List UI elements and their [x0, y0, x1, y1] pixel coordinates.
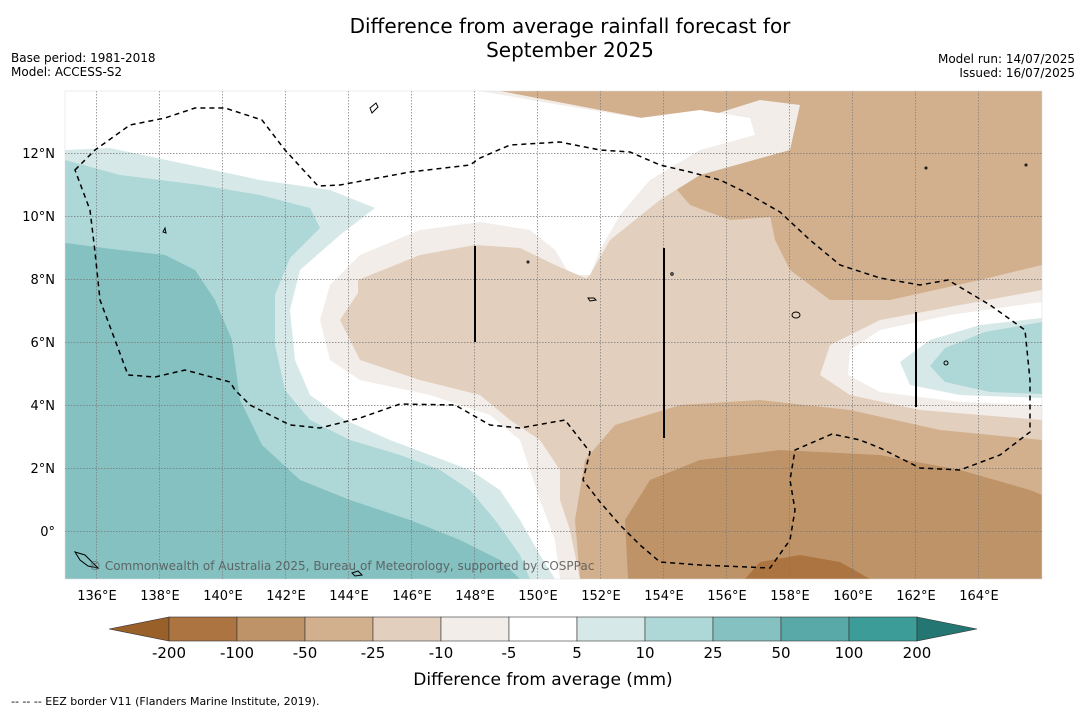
- lon-label-154e: 154°E: [644, 589, 684, 604]
- issued-date: Issued: 16/07/2025: [959, 66, 1075, 80]
- colorbar-tick-8: 25: [703, 644, 722, 662]
- lon-label-162e: 162°E: [896, 589, 936, 604]
- colorbar-swatch-2: [304, 616, 374, 642]
- colorbar-swatch-1: [236, 616, 306, 642]
- colorbar-swatch-6: [576, 616, 646, 642]
- small-islands: [73, 102, 1028, 577]
- colorbar-swatch-5: [508, 616, 578, 642]
- lat-gridlines: [65, 153, 1042, 532]
- model-run: Model run: 14/07/2025: [937, 52, 1075, 66]
- colorbar-tick-10: 100: [835, 644, 864, 662]
- band-minus-200-south: [745, 555, 870, 579]
- lon-label-146e: 146°E: [392, 589, 432, 604]
- title-line-2: September 2025: [486, 38, 654, 62]
- lon-label-144e: 144°E: [329, 589, 369, 604]
- colorbar-swatch-4: [440, 616, 510, 642]
- lon-label-158e: 158°E: [770, 589, 810, 604]
- lat-label-12n: 12°N: [22, 147, 55, 162]
- colorbar-tick-11: 200: [903, 644, 932, 662]
- colorbar-tick-9: 50: [771, 644, 790, 662]
- colorbar-tick-0: -200: [152, 644, 186, 662]
- colorbar-tick-1: -100: [220, 644, 254, 662]
- band-minus-100-south: [625, 450, 1042, 579]
- lon-label-136e: 136°E: [77, 589, 117, 604]
- model-name: Model: ACCESS-S2: [11, 65, 123, 79]
- meta-left: Base period: 1981-2018 Model: ACCESS-S2: [11, 51, 156, 79]
- colorbar-tick-5: -5: [502, 644, 517, 662]
- lon-label-142e: 142°E: [266, 589, 306, 604]
- eez-border: [74, 107, 1031, 569]
- map-title: Difference from average rainfall forecas…: [270, 14, 870, 62]
- band-10-to-25-east: [930, 322, 1042, 394]
- colorbar-swatch-3: [372, 616, 442, 642]
- lon-label-156e: 156°E: [707, 589, 747, 604]
- lat-label-0: 0°: [40, 525, 55, 540]
- lat-label-4n: 4°N: [31, 399, 56, 414]
- band-minus-50-northeast: [770, 91, 1042, 300]
- lat-label-6n: 6°N: [31, 336, 56, 351]
- colorbar-swatch-7: [644, 616, 714, 642]
- colorbar-swatch-8: [712, 616, 782, 642]
- lon-tick-labels: 136°E 138°E 140°E 142°E 144°E 146°E 148°…: [77, 589, 999, 604]
- colorbar-swatch-9: [780, 616, 850, 642]
- lat-tick-labels: 0° 2°N 4°N 6°N 8°N 10°N 12°N: [22, 147, 55, 540]
- island-markers: [474, 246, 917, 438]
- lon-label-164e: 164°E: [959, 589, 999, 604]
- colorbar-tick-7: 10: [635, 644, 654, 662]
- lon-label-160e: 160°E: [833, 589, 873, 604]
- colorbar-tick-3: -25: [361, 644, 386, 662]
- colorbar-tick-6: 5: [572, 644, 582, 662]
- base-period: Base period: 1981-2018: [11, 51, 156, 65]
- colorbar-arrow-right: [916, 616, 978, 642]
- colorbar-label: Difference from average (mm): [413, 670, 672, 690]
- colorbar-tick-labels: -200 -100 -50 -25 -10 -5 5 10 25 50 100 …: [152, 644, 931, 662]
- lon-label-148e: 148°E: [455, 589, 495, 604]
- lat-label-8n: 8°N: [31, 273, 56, 288]
- band-minus-25-central-patch: [358, 245, 605, 380]
- lon-label-140e: 140°E: [203, 589, 243, 604]
- colorbar: [108, 616, 978, 642]
- lat-label-2n: 2°N: [31, 462, 56, 477]
- meta-right: Model run: 14/07/2025 Issued: 16/07/2025: [938, 52, 1075, 80]
- band-25-to-50-west: [65, 243, 520, 579]
- eez-legend-note: -- -- -- EEZ border V11 (Flanders Marine…: [11, 695, 320, 708]
- lat-label-10n: 10°N: [22, 210, 55, 225]
- colorbar-swatch-10: [848, 616, 918, 642]
- map-frame: [64, 90, 1043, 580]
- lon-label-138e: 138°E: [140, 589, 180, 604]
- colorbar-tick-2: -50: [293, 644, 318, 662]
- copyright-text: © Commonwealth of Australia 2025, Bureau…: [89, 559, 594, 573]
- colorbar-tick-4: -10: [429, 644, 454, 662]
- colorbar-swatch-0: [168, 616, 238, 642]
- rainfall-anomaly-field: © Commonwealth of Australia 2025, Bureau…: [65, 91, 1042, 579]
- colorbar-arrow-left: [108, 616, 170, 642]
- lon-label-150e: 150°E: [518, 589, 558, 604]
- title-line-1: Difference from average rainfall forecas…: [349, 14, 791, 38]
- lon-label-152e: 152°E: [581, 589, 621, 604]
